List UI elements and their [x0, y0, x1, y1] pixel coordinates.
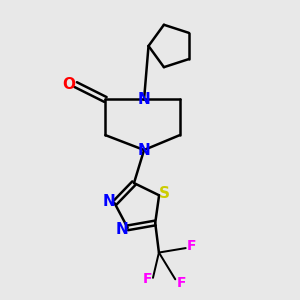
Text: O: O [63, 77, 76, 92]
Text: F: F [143, 272, 152, 286]
Text: F: F [176, 276, 186, 290]
Text: N: N [116, 222, 129, 237]
Text: N: N [138, 142, 150, 158]
Text: F: F [187, 239, 196, 253]
Text: N: N [103, 194, 116, 209]
Text: N: N [138, 92, 150, 107]
Text: S: S [159, 186, 170, 201]
